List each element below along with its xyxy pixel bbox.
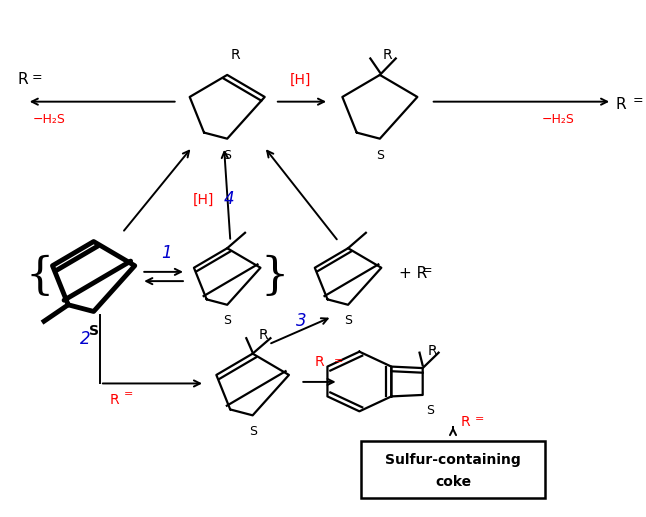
FancyBboxPatch shape (360, 441, 545, 498)
Text: R: R (110, 393, 119, 407)
Text: }: } (261, 255, 289, 298)
Text: R: R (615, 97, 626, 112)
Text: S: S (224, 314, 231, 327)
Text: R: R (17, 72, 28, 87)
Text: R: R (461, 415, 470, 429)
Text: coke: coke (435, 475, 471, 489)
Text: Sulfur-containing: Sulfur-containing (385, 453, 521, 467)
Text: 3: 3 (296, 312, 307, 330)
Text: =: = (475, 414, 484, 423)
Text: =: = (333, 356, 343, 366)
Text: S: S (376, 149, 384, 162)
Text: =: = (633, 94, 643, 107)
Text: 4: 4 (224, 190, 234, 208)
Text: S: S (426, 404, 435, 417)
Text: =: = (123, 389, 133, 399)
Text: R: R (428, 344, 437, 358)
Text: + R: + R (399, 266, 427, 281)
Text: R: R (231, 48, 240, 62)
Text: {: { (25, 255, 54, 298)
Text: S: S (249, 424, 256, 437)
Text: R: R (259, 328, 269, 342)
Text: S: S (89, 324, 99, 338)
Text: −H₂S: −H₂S (541, 113, 574, 126)
Text: =: = (422, 264, 432, 277)
Text: S: S (344, 314, 352, 327)
Text: R: R (315, 355, 324, 369)
Text: 1: 1 (162, 244, 172, 262)
Text: −H₂S: −H₂S (33, 113, 65, 126)
Text: S: S (224, 149, 231, 162)
Text: [H]: [H] (193, 192, 214, 206)
Text: R: R (383, 48, 393, 62)
Text: [H]: [H] (289, 73, 311, 87)
Text: =: = (32, 71, 43, 84)
Text: 2: 2 (80, 330, 90, 348)
